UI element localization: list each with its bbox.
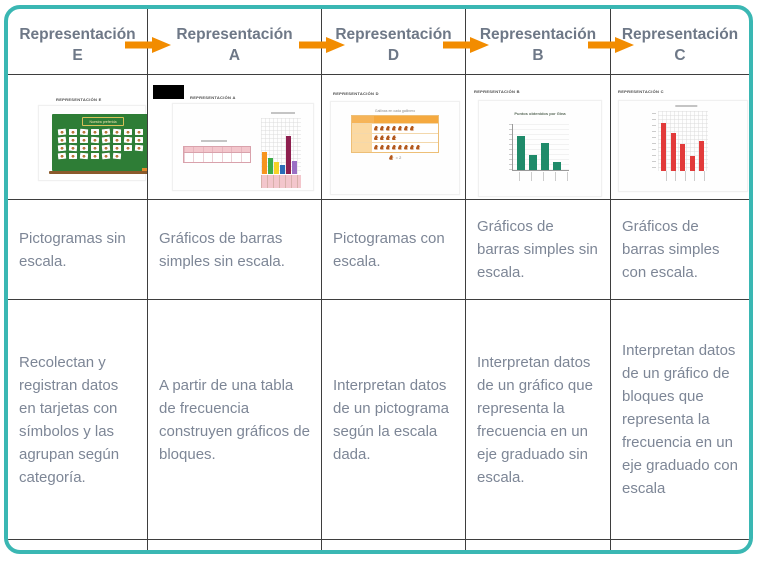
row-label xyxy=(352,124,372,133)
x-axis-labels xyxy=(661,171,705,181)
chalkboard: Nuestra preferida xyxy=(49,114,147,174)
empty-cell xyxy=(322,540,466,550)
mini-table-header xyxy=(184,147,250,153)
header-letter: C xyxy=(674,46,686,64)
mini-bars xyxy=(262,136,297,174)
chalkboard-ledge xyxy=(49,170,147,174)
thumbnail-caption: REPRESENTACIÓN B xyxy=(474,89,520,94)
long-desc-a: A partir de una tabla de frecuencia cons… xyxy=(148,300,322,540)
mini-block-chart xyxy=(261,118,301,174)
short-desc-a: Gráficos de barras simples sin escala. xyxy=(148,200,322,300)
hen-icons xyxy=(372,124,438,133)
long-desc-text: Interpretan datos de un pictograma según… xyxy=(333,376,449,463)
hen-icons xyxy=(372,143,438,152)
flow-arrow-icon xyxy=(443,37,489,53)
long-desc-text: Recolectan y registran datos en tarjetas… xyxy=(19,353,120,486)
short-desc-d: Pictogramas con escala. xyxy=(322,200,466,300)
legend-text: = 2 xyxy=(395,155,402,160)
pictogram-title: Gallinas en cada gallinero xyxy=(374,109,416,113)
mini-table-title xyxy=(201,140,227,142)
y-axis-ticks xyxy=(652,113,656,169)
short-desc-b: Gráficos de barras simples sin escala. xyxy=(466,200,611,300)
flow-arrow-icon xyxy=(299,37,345,53)
long-desc-text: Interpretan datos de un gráfico de bloqu… xyxy=(622,342,738,497)
thumbnail-representacion-b: REPRESENTACIÓN B Puntos obtenidos por Gi… xyxy=(466,75,611,200)
long-desc-text: Interpretan datos de un gráfico que repr… xyxy=(477,353,593,486)
mini-chart-title: Puntos obtenidos por Gina xyxy=(514,111,566,116)
short-desc-text: Pictogramas sin escala. xyxy=(19,229,126,270)
bar-chart-image: Puntos obtenidos por Gina xyxy=(478,100,602,197)
pictogram-row xyxy=(352,123,438,133)
long-desc-e: Recolectan y registran datos en tarjetas… xyxy=(8,300,148,540)
row-label xyxy=(352,143,372,152)
short-desc-text: Pictogramas con escala. xyxy=(333,229,445,270)
pictogram-row xyxy=(352,132,438,143)
redaction-box xyxy=(153,85,184,99)
header-letter: E xyxy=(72,46,83,64)
short-desc-c: Gráficos de barras simples con escala. xyxy=(611,200,749,300)
mini-bar-chart xyxy=(508,124,569,171)
empty-cell xyxy=(466,540,611,550)
chalkboard-title: Nuestra preferida xyxy=(82,117,124,126)
pictogram-legend: = 2 xyxy=(331,155,459,160)
header-word: Representación xyxy=(19,25,136,43)
short-desc-text: Gráficos de barras simples sin escala. xyxy=(159,229,285,270)
header-word: Representación xyxy=(621,25,739,43)
long-desc-c: Interpretan datos de un gráfico de bloqu… xyxy=(611,300,749,540)
board-cards xyxy=(52,126,147,160)
grid-bar-chart-image xyxy=(618,100,748,192)
mini-table-row xyxy=(184,153,250,162)
header-letter: A xyxy=(228,46,241,64)
header-representacion-c: Representación C xyxy=(611,9,749,75)
mini-chart-x-labels xyxy=(261,175,301,188)
short-desc-text: Gráficos de barras simples con escala. xyxy=(622,218,720,281)
thumbnail-caption: REPRESENTACIÓN A xyxy=(190,95,236,100)
thumbnail-caption: REPRESENTACIÓN E xyxy=(56,97,102,102)
thumbnail-representacion-e: REPRESENTACIÓN E Nuestra preferida xyxy=(8,75,148,200)
header-representacion-a: Representación A xyxy=(148,9,322,75)
empty-cell xyxy=(611,540,749,550)
short-desc-text: Gráficos de barras simples sin escala. xyxy=(477,218,598,281)
table-and-chart-image xyxy=(172,103,314,191)
empty-cell xyxy=(8,540,148,550)
header-word: Representación xyxy=(176,25,293,43)
thumbnail-caption: REPRESENTACIÓN D xyxy=(333,91,379,96)
chalkboard-image: Nuestra preferida xyxy=(38,105,147,181)
pictogram-image: Gallinas en cada gallinero = 2 xyxy=(330,101,460,195)
flow-arrow-icon xyxy=(588,37,634,53)
mini-grid-bar-chart xyxy=(652,111,708,171)
hen-icons xyxy=(372,134,438,143)
long-desc-text: A partir de una tabla de frecuencia cons… xyxy=(159,376,310,463)
header-word: Representación xyxy=(335,25,452,43)
long-desc-d: Interpretan datos de un pictograma según… xyxy=(322,300,466,540)
thumbnail-representacion-c: REPRESENTACIÓN C xyxy=(611,75,749,200)
short-desc-e: Pictogramas sin escala. xyxy=(8,200,148,300)
pictogram-row xyxy=(352,142,438,152)
hen-icon xyxy=(389,155,394,160)
mini-bars xyxy=(661,123,704,171)
mini-bars xyxy=(516,136,561,170)
flow-arrow-icon xyxy=(125,37,171,53)
long-desc-b: Interpretan datos de un gráfico que repr… xyxy=(466,300,611,540)
header-letter: B xyxy=(532,46,544,64)
y-axis-ticks xyxy=(508,124,512,170)
mini-chart-title xyxy=(675,105,698,107)
row-label xyxy=(352,133,372,142)
pictogram-table xyxy=(351,115,439,153)
mini-frequency-table xyxy=(183,146,251,163)
header-letter: D xyxy=(387,46,400,64)
x-axis-labels xyxy=(512,172,568,181)
header-word: Representación xyxy=(479,25,597,43)
table-frame: Representación E Representación A Repres… xyxy=(4,5,753,554)
pictogram-header xyxy=(352,116,438,123)
chalkboard-eraser xyxy=(142,168,147,171)
thumbnail-representacion-d: REPRESENTACIÓN D Gallinas en cada gallin… xyxy=(322,75,466,200)
mini-chart-title xyxy=(271,112,295,114)
representations-table: Representación E Representación A Repres… xyxy=(8,9,749,550)
thumbnail-representacion-a: REPRESENTACIÓN A xyxy=(148,75,322,200)
thumbnail-caption: REPRESENTACIÓN C xyxy=(618,89,664,94)
empty-cell xyxy=(148,540,322,550)
